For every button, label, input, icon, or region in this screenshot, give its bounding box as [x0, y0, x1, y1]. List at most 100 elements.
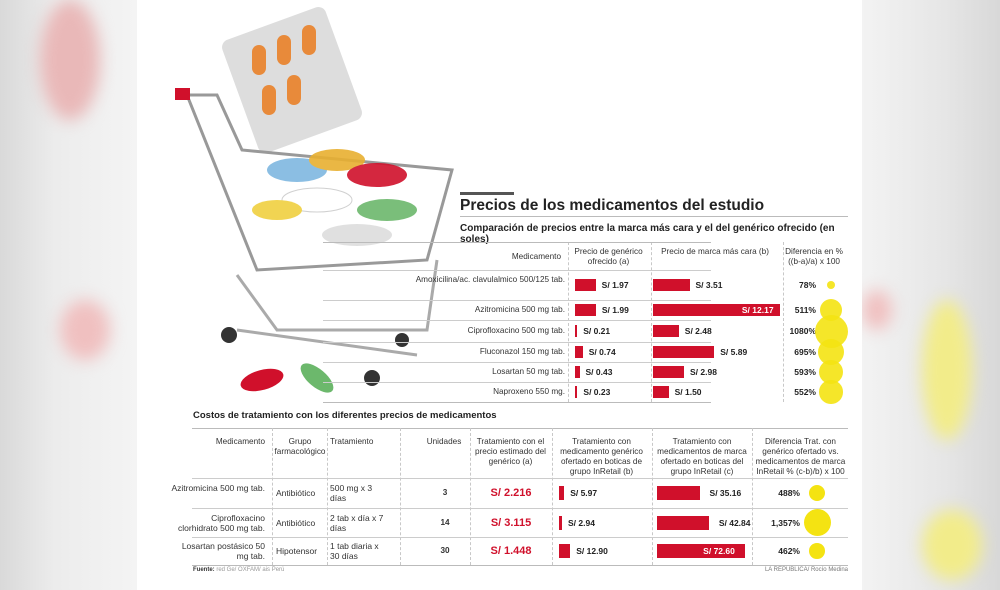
table1-title: Comparación de precios entre la marca má…: [460, 223, 835, 245]
units: 14: [440, 517, 450, 527]
generic-inretail-label: S/ 5.97: [570, 488, 598, 498]
row-divider: [192, 508, 848, 509]
medication-name: Losartan 50 mg tab.: [492, 367, 565, 376]
credit: LA REPUBLICA/ Rocío Medina: [764, 567, 848, 573]
difference-label: 462%: [778, 546, 800, 556]
column-divider: [400, 428, 401, 565]
generic-price-bar: [575, 304, 596, 316]
generic-price-label: S/ 0.74: [588, 347, 616, 357]
difference-bubble: [808, 484, 826, 502]
difference-bubble: [803, 509, 831, 536]
table1-header: Medicamento: [511, 252, 561, 261]
brand-price-label: S/ 1.50: [674, 387, 702, 397]
source-note: Fuente: red Ge/ OXFAM/ ais Perú: [193, 567, 284, 573]
brand-price-label: S/ 2.48: [684, 326, 712, 336]
brand-price-bar: [653, 366, 684, 378]
source-text: red Ge/ OXFAM/ ais Perú: [216, 567, 285, 573]
source-label: Fuente:: [193, 567, 215, 573]
row-divider: [323, 300, 711, 301]
medication-name: Losartan postásico 50 mg tab.: [181, 541, 265, 561]
pharmacological-group: Antibiótico: [276, 488, 316, 498]
column-divider: [327, 428, 328, 565]
row-divider: [192, 428, 848, 429]
column-divider: [470, 428, 471, 565]
brand-inretail-label: S/ 42.84: [718, 517, 751, 528]
treatment: 2 tab x día x 7 días: [330, 512, 384, 533]
generic-inretail-bar: [559, 544, 571, 558]
medication-name: Ciprofloxacino 500 mg tab.: [467, 326, 565, 335]
medication-name: Azitromicina 500 mg tab.: [474, 305, 565, 314]
difference-bubble: [809, 543, 825, 559]
brand-price-label: S/ 3.51: [695, 280, 723, 290]
column-divider: [652, 428, 653, 565]
difference-label: 593%: [794, 367, 816, 377]
row-divider: [323, 362, 711, 363]
difference-label: 511%: [794, 305, 816, 315]
table2-header: Tratamiento con el precio estimado del g…: [475, 437, 546, 466]
difference-label: 552%: [794, 387, 816, 397]
row-divider: [323, 402, 711, 403]
row-divider: [323, 342, 711, 343]
table2-header: Grupo farmacológico: [274, 437, 326, 456]
generic-inretail-bar: [559, 486, 565, 500]
treatment: 1 tab diaria x 30 días: [330, 541, 379, 561]
generic-price-bar: [575, 346, 583, 358]
medication-name: Amoxicilina/ac. clavulalmico 500/125 tab…: [415, 275, 565, 284]
row-divider: [323, 382, 711, 383]
difference-bubble: [818, 359, 844, 385]
treatment: 500 mg x 3 días: [330, 483, 373, 503]
table2-header: Tratamiento con medicamentos de marca of…: [657, 437, 747, 476]
medication-name: Ciprofloxacino clorhidrato 500 mg tab.: [178, 512, 265, 533]
pharmacological-group: Antibiótico: [276, 517, 316, 528]
row-divider: [192, 565, 848, 566]
brand-inretail-bar: [657, 515, 709, 530]
generic-price-label: S/ 1.99: [601, 305, 629, 315]
generic-price-bar: [575, 325, 578, 337]
brand-inretail-bar: [657, 486, 700, 500]
generic-price-bar: [575, 366, 580, 378]
column-divider: [783, 242, 784, 402]
table1-header: Precio de genérico ofrecido (a): [574, 247, 643, 266]
table2-header: Unidades: [426, 437, 462, 446]
units: 3: [442, 488, 448, 497]
table2-header: Tratamiento: [330, 437, 374, 446]
difference-label: 1080%: [789, 326, 816, 336]
medication-name: Azitromicina 500 mg tab.: [171, 483, 265, 493]
generic-estimated-cost: S/ 1.448: [490, 545, 532, 557]
generic-inretail-label: S/ 12.90: [576, 546, 608, 556]
row-divider: [192, 478, 848, 479]
blurred-background-right: [862, 0, 1000, 590]
brand-price-label: S/ 5.89: [720, 347, 748, 357]
row-divider: [323, 242, 711, 243]
brand-inretail-label: S/ 72.60: [703, 546, 735, 556]
difference-label: 695%: [794, 347, 816, 357]
generic-price-label: S/ 0.21: [583, 326, 611, 336]
brand-price-bar: [653, 346, 715, 358]
blurred-background-left: [0, 0, 137, 590]
table2-header: Diferencia Trat. con genérico ofertado v…: [755, 437, 846, 476]
pharmacological-group: Hipotensor: [276, 546, 318, 556]
column-divider: [752, 428, 753, 565]
difference-label: 78%: [798, 280, 816, 290]
difference-label: 1,357%: [771, 517, 800, 528]
page-title: Precios de los medicamentos del estudio: [460, 197, 765, 214]
column-divider: [568, 242, 569, 402]
row-divider: [323, 270, 711, 271]
generic-estimated-cost: S/ 3.115: [490, 516, 532, 529]
generic-price-bar: [575, 386, 578, 398]
units: 30: [440, 546, 450, 555]
brand-price-bar: [653, 386, 669, 398]
medication-name: Fluconazol 150 mg tab.: [479, 347, 565, 356]
brand-price-label: S/ 2.98: [689, 367, 717, 377]
difference-bubble: [826, 280, 836, 290]
row-divider: [323, 320, 711, 321]
brand-inretail-label: S/ 35.16: [709, 488, 742, 498]
row-divider: [192, 537, 848, 538]
brand-price-label: S/ 12.17: [741, 305, 774, 315]
difference-label: 488%: [778, 488, 800, 498]
shopping-cart-illustration: [175, 7, 454, 393]
infographic: Precios de los medicamentos del estudio …: [137, 0, 862, 590]
generic-price-bar: [575, 279, 596, 291]
brand-inretail-bar: [657, 544, 745, 558]
column-divider: [272, 428, 273, 565]
